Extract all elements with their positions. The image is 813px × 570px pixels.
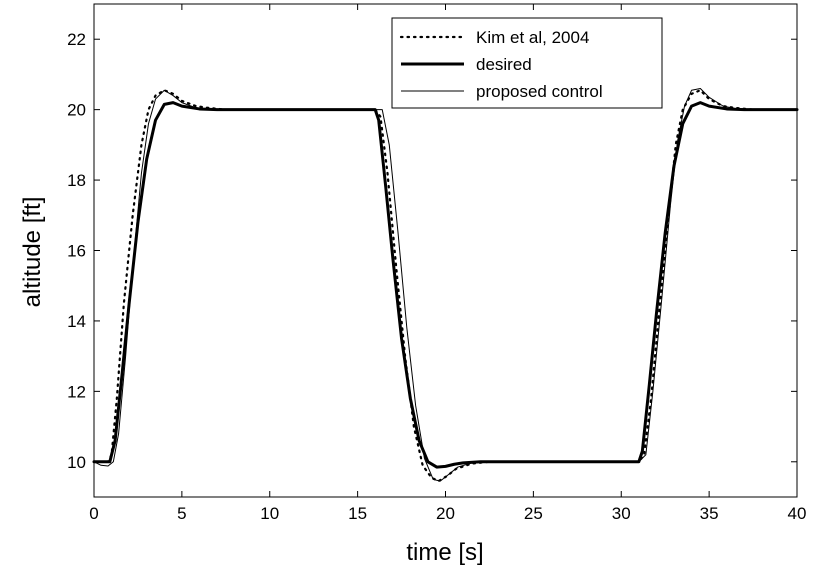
legend-label-proposed: proposed control [476, 82, 603, 101]
y-tick-label: 12 [67, 382, 86, 401]
x-tick-label: 0 [89, 504, 98, 523]
plot-series [92, 88, 799, 483]
y-axis-title: altitude [ft] [19, 197, 46, 308]
y-tick-label: 18 [67, 171, 86, 190]
series-line-kim-et-al [92, 89, 799, 483]
y-tick-label: 14 [67, 312, 86, 331]
series-line-proposed-control [93, 88, 797, 482]
x-tick-label: 40 [788, 504, 807, 523]
x-axis-title: time [s] [406, 539, 483, 566]
y-tick-label: 22 [67, 30, 86, 49]
y-tick-label: 10 [67, 453, 86, 472]
legend-label-kim: Kim et al, 2004 [476, 28, 589, 47]
x-tick-label: 30 [612, 504, 631, 523]
x-tick-label: 35 [700, 504, 719, 523]
axes: 0 5 10 15 20 25 30 35 40 10 12 14 16 18 20 22 [67, 3, 807, 523]
x-tick-label: 25 [524, 504, 543, 523]
series-line-desired [92, 101, 799, 469]
x-tick-label: 15 [348, 504, 367, 523]
y-tick-label: 20 [67, 101, 86, 120]
y-tick-label: 16 [67, 242, 86, 261]
x-tick-label: 10 [260, 504, 279, 523]
legend-label-desired: desired [476, 55, 532, 74]
legend: Kim et al, 2004 desired proposed control [391, 17, 663, 109]
x-tick-label: 5 [177, 504, 186, 523]
x-tick-label: 20 [436, 504, 455, 523]
